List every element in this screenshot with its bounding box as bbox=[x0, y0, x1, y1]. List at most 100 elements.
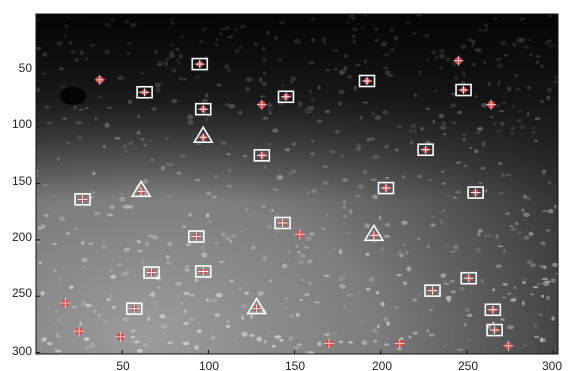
background-speckle bbox=[354, 148, 358, 152]
background-speckle bbox=[112, 305, 116, 309]
background-speckle bbox=[523, 45, 529, 50]
x-axis: 50 100 150 200 250 300 bbox=[116, 359, 562, 371]
background-speckle bbox=[67, 16, 71, 20]
background-speckle bbox=[294, 38, 301, 45]
background-speckle bbox=[316, 119, 323, 124]
background-speckle bbox=[546, 295, 551, 300]
background-speckle bbox=[194, 76, 200, 79]
background-speckle bbox=[360, 115, 363, 120]
background-speckle bbox=[541, 277, 549, 281]
background-speckle bbox=[371, 328, 378, 333]
background-speckle bbox=[450, 289, 457, 294]
marker-layer bbox=[60, 55, 514, 351]
background-speckle bbox=[126, 42, 133, 45]
square-marker bbox=[377, 181, 395, 195]
background-speckle bbox=[439, 53, 445, 59]
background-speckle bbox=[311, 188, 317, 193]
background-speckle bbox=[294, 255, 299, 259]
background-speckle bbox=[455, 190, 462, 194]
background-speckle bbox=[75, 121, 83, 125]
dot-marker bbox=[94, 74, 105, 85]
background-speckle bbox=[106, 297, 111, 302]
background-speckle bbox=[546, 95, 551, 101]
square-marker bbox=[467, 186, 484, 199]
background-speckle bbox=[513, 296, 517, 302]
background-speckle bbox=[130, 22, 137, 27]
background-speckle bbox=[257, 290, 264, 296]
background-speckle bbox=[261, 46, 266, 52]
background-speckle bbox=[503, 248, 506, 254]
background-speckle bbox=[177, 62, 182, 65]
background-speckle bbox=[417, 292, 421, 297]
background-speckle bbox=[464, 308, 470, 312]
background-speckle bbox=[308, 282, 312, 285]
background-speckle bbox=[430, 215, 437, 218]
background-speckle bbox=[406, 266, 412, 272]
background-speckle bbox=[101, 244, 106, 249]
background-speckle bbox=[219, 31, 223, 36]
background-speckle bbox=[81, 266, 87, 269]
square-marker bbox=[188, 230, 205, 243]
background-speckle bbox=[128, 141, 133, 146]
background-speckle bbox=[213, 241, 219, 244]
background-speckle bbox=[492, 288, 496, 292]
background-speckle bbox=[545, 229, 551, 232]
background-speckle bbox=[413, 128, 417, 134]
x-tick-label: 300 bbox=[542, 359, 562, 371]
background-speckle bbox=[383, 316, 389, 322]
background-speckle bbox=[273, 35, 279, 40]
square-marker bbox=[74, 193, 91, 206]
background-speckle bbox=[475, 251, 481, 254]
background-speckle bbox=[136, 240, 141, 244]
background-speckle bbox=[60, 85, 66, 88]
background-speckle bbox=[457, 110, 462, 115]
background-speckle bbox=[414, 93, 417, 98]
background-speckle bbox=[435, 55, 438, 60]
background-speckle bbox=[196, 329, 202, 333]
background-speckle bbox=[232, 337, 238, 341]
background-speckle bbox=[412, 298, 417, 302]
background-speckle bbox=[366, 287, 371, 292]
background-speckle bbox=[376, 291, 380, 295]
background-speckle bbox=[36, 87, 40, 93]
background-speckle bbox=[201, 98, 208, 104]
background-speckle bbox=[396, 250, 403, 256]
background-speckle bbox=[475, 247, 481, 251]
background-speckle bbox=[121, 272, 126, 277]
background-speckle bbox=[509, 225, 514, 228]
background-speckle bbox=[381, 40, 388, 44]
background-speckle bbox=[505, 212, 510, 215]
background-speckle bbox=[472, 62, 476, 67]
background-speckle bbox=[454, 75, 458, 81]
background-speckle bbox=[309, 88, 312, 94]
background-speckle bbox=[322, 180, 329, 186]
background-speckle bbox=[226, 324, 231, 329]
background-speckle bbox=[40, 291, 45, 296]
background-speckle bbox=[317, 341, 322, 347]
background-speckle bbox=[175, 281, 182, 286]
background-speckle bbox=[361, 320, 364, 324]
background-speckle bbox=[151, 107, 157, 111]
background-speckle bbox=[483, 23, 489, 27]
background-speckle bbox=[310, 97, 315, 103]
background-speckle bbox=[342, 178, 348, 183]
square-marker bbox=[274, 216, 291, 230]
background-speckle bbox=[194, 178, 201, 182]
square-marker bbox=[460, 271, 478, 285]
background-speckle bbox=[228, 169, 232, 172]
background-speckle bbox=[543, 266, 547, 270]
background-speckle bbox=[143, 143, 147, 147]
background-speckle bbox=[497, 63, 504, 68]
background-speckle bbox=[81, 301, 86, 306]
background-speckle bbox=[92, 170, 96, 175]
background-speckle bbox=[120, 192, 124, 196]
background-speckle bbox=[36, 241, 41, 244]
y-tick-label: 300 bbox=[12, 344, 32, 358]
background-speckle bbox=[390, 48, 396, 52]
background-speckle bbox=[441, 182, 447, 185]
background-speckle bbox=[343, 305, 346, 308]
background-speckle bbox=[134, 340, 140, 344]
background-speckle bbox=[251, 245, 256, 250]
background-speckle bbox=[147, 316, 150, 322]
background-speckle bbox=[185, 243, 192, 247]
